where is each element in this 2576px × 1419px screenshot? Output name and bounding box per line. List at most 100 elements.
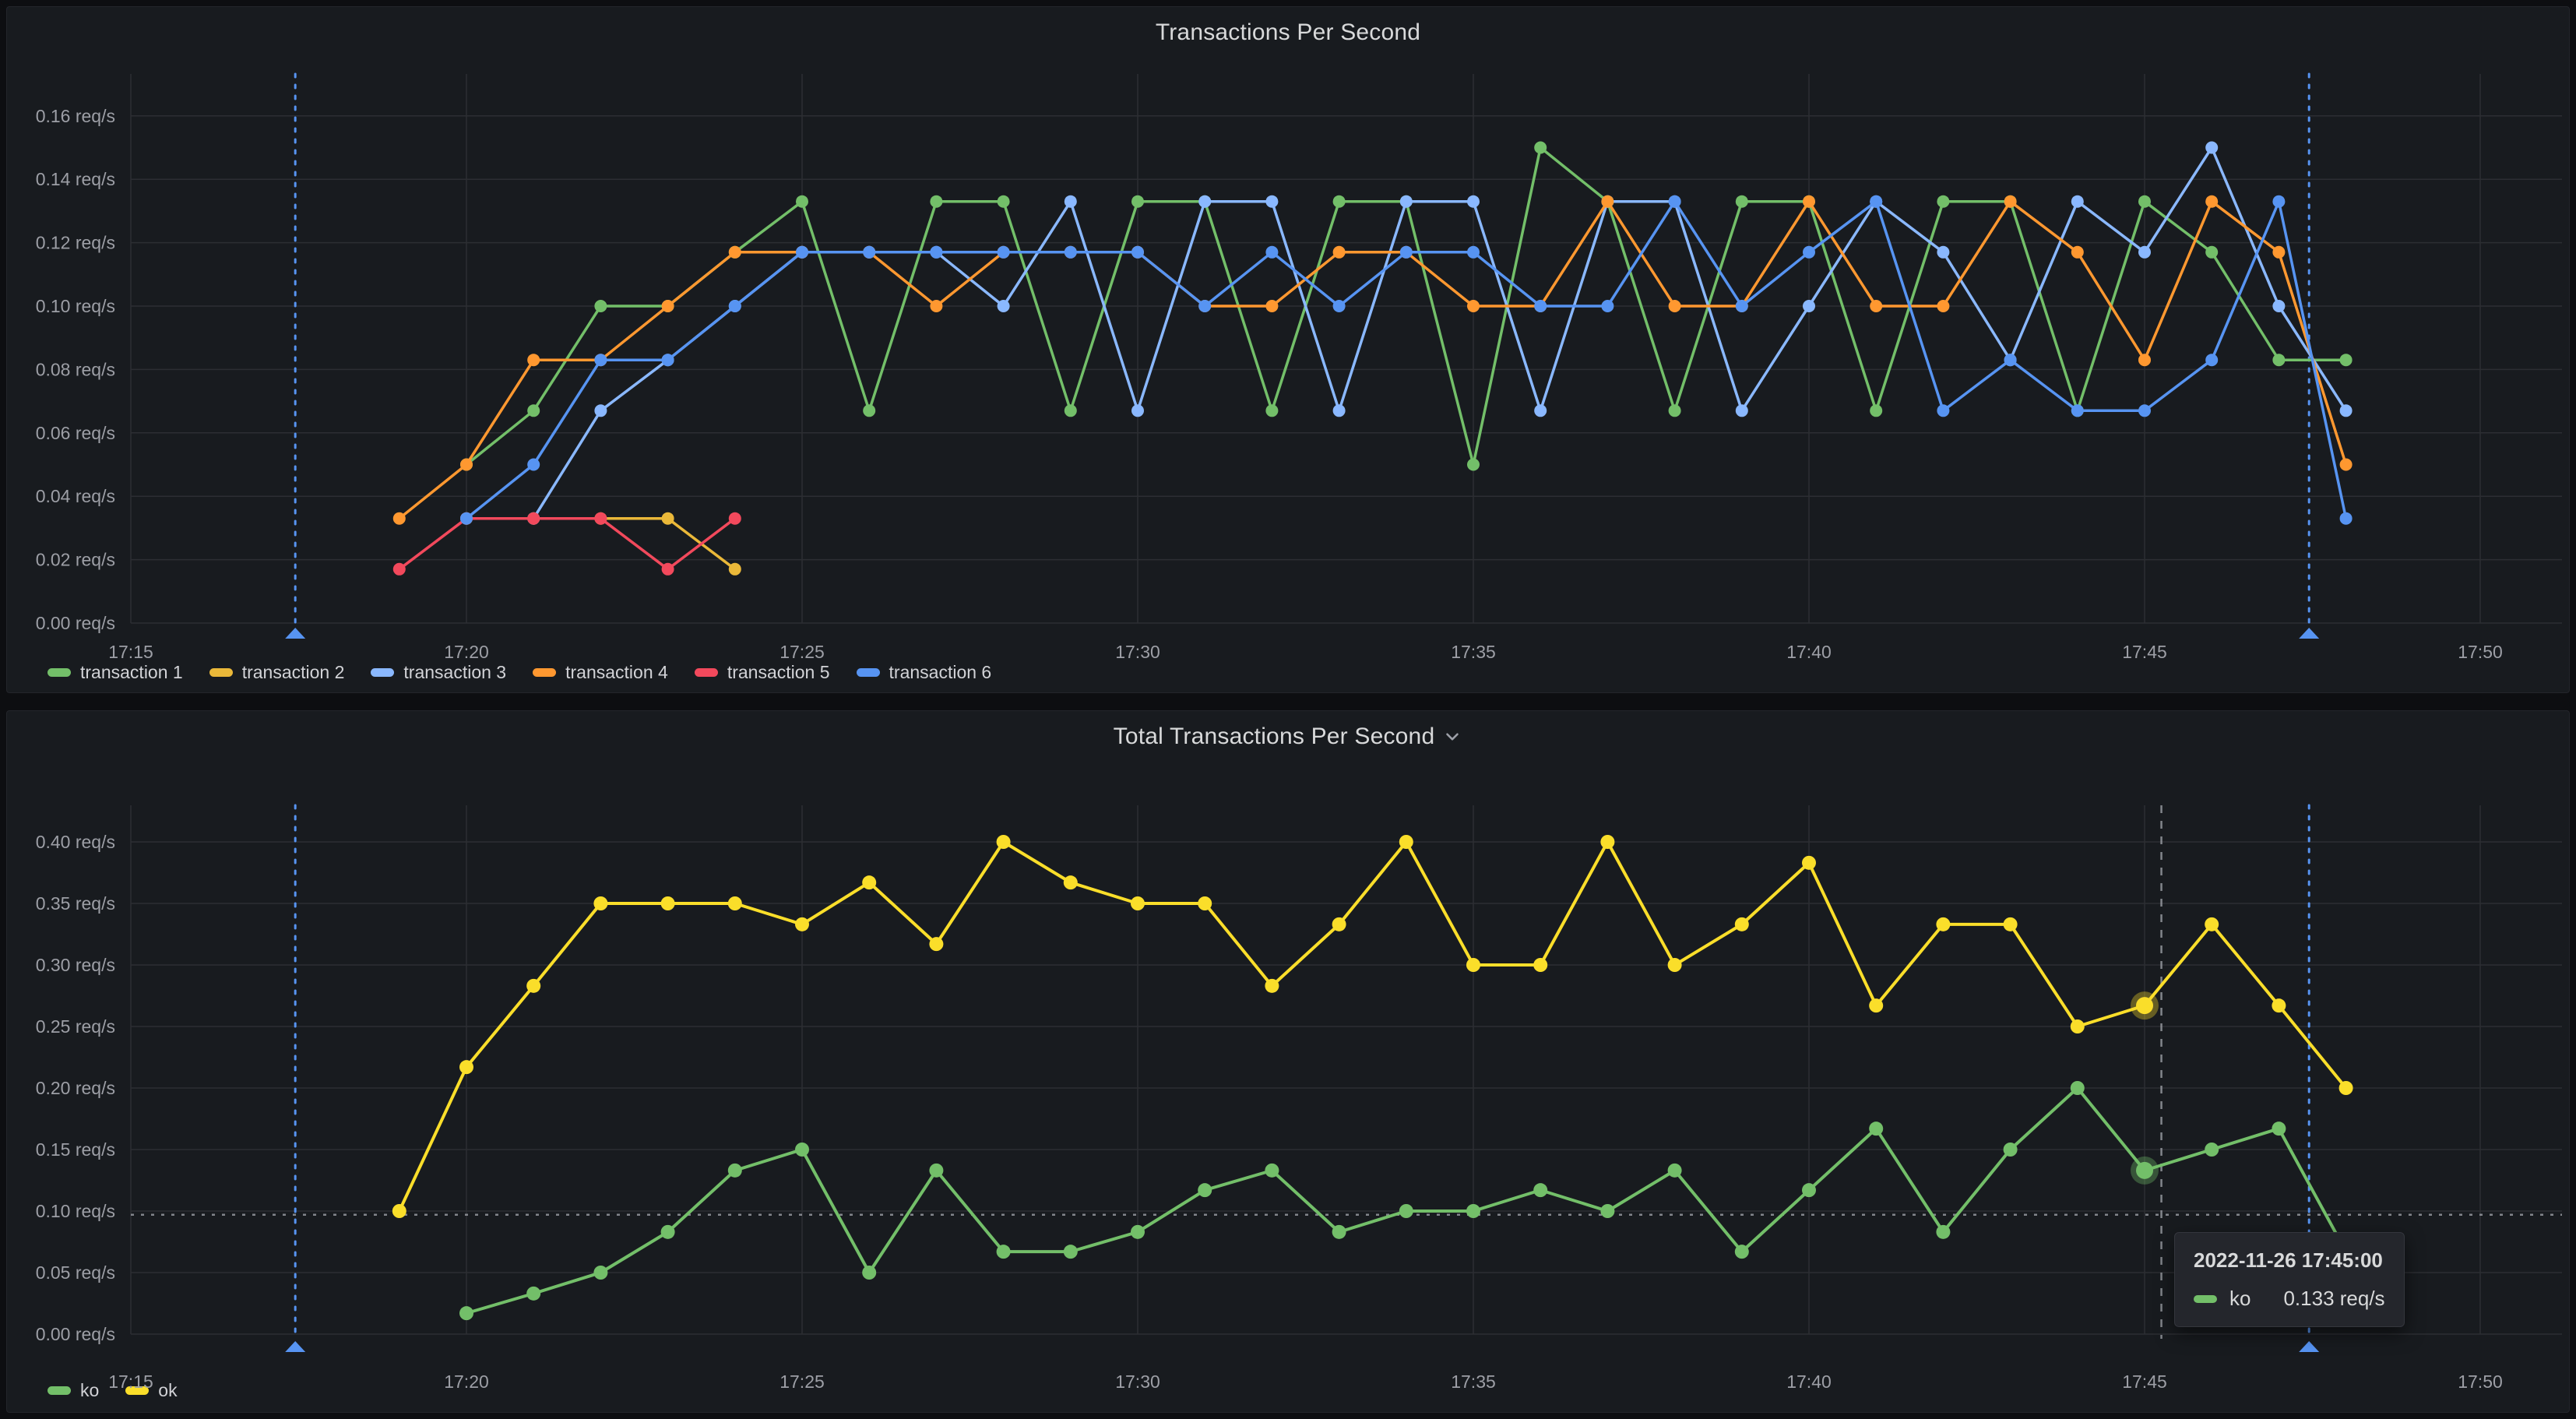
legend-item-transaction-1[interactable]: transaction 1 [48,662,183,683]
chart-plot-area-1[interactable] [131,74,2562,623]
series-point-transaction-6 [1803,245,1815,259]
annotation-marker-icon[interactable] [2299,628,2320,639]
x-axis-tick-label: 17:30 [1115,1371,1160,1392]
panel1-title[interactable]: Transactions Per Second [7,19,2569,46]
series-point-transaction-6 [1937,404,1950,417]
series-point-transaction-1 [1735,195,1748,208]
series-point-transaction-1 [2138,195,2151,208]
series-point-ok [1667,958,1682,972]
series-point-ok [1332,917,1346,931]
series-point-transaction-4 [460,458,473,471]
series-point-ko [2003,1143,2018,1157]
legend-item-ok[interactable]: ok [125,1380,178,1401]
series-point-transaction-1 [2205,245,2219,259]
legend-item-transaction-6[interactable]: transaction 6 [856,662,991,683]
series-point-ko [660,1224,675,1239]
series-point-transaction-6 [1332,300,1346,312]
panel-transactions-per-second: Transactions Per Second transaction 1 tra… [6,6,2570,693]
tooltip-series-value: 0.133 req/s [2283,1287,2385,1310]
series-point-transaction-3 [2205,141,2219,154]
series-line-ok [397,840,2348,1212]
series-point-transaction-4 [2339,458,2353,471]
legend-item-transaction-4[interactable]: transaction 4 [533,662,668,683]
panel2-legend: ko ok [48,1380,178,1401]
series-point-transaction-1 [1668,404,1681,417]
y-axis-tick-label: 0.16 req/s [36,106,115,126]
series-point-ok [1802,855,1816,870]
series-point-transaction-3 [2071,195,2084,208]
series-point-ok [660,896,675,910]
y-axis-tick-label: 0.15 req/s [36,1139,115,1160]
y-axis-tick-label: 0.06 req/s [36,423,115,443]
series-line-transaction-5 [398,516,736,571]
hover-point-ok [2136,997,2153,1015]
series-point-ok [1198,896,1212,910]
series-point-ko [2272,1121,2286,1136]
series-point-transaction-3 [1803,300,1815,312]
series-point-ko [593,1266,608,1280]
series-point-transaction-4 [2004,195,2017,208]
x-axis-tick-label: 17:15 [108,642,153,662]
y-axis-tick-label: 0.35 req/s [36,893,115,914]
tooltip-timestamp: 2022-11-26 17:45:00 [2194,1248,2383,1272]
series-point-ko [1063,1245,1078,1259]
series-point-transaction-6 [661,354,674,367]
chevron-down-icon[interactable] [1442,727,1462,747]
series-point-transaction-6 [1534,300,1547,312]
annotation-marker-icon[interactable] [285,628,306,639]
series-point-transaction-3 [997,300,1010,312]
series-point-ko [1667,1163,1682,1178]
series-point-ko [526,1286,541,1301]
y-axis-tick-label: 0.30 req/s [36,955,115,975]
series-point-transaction-6 [1064,245,1077,259]
series-point-transaction-6 [1265,245,1279,259]
series-point-transaction-3 [1332,404,1346,417]
series-point-ok [1936,917,1951,931]
series-point-transaction-2 [661,512,674,525]
series-point-transaction-6 [2004,354,2017,367]
series-point-transaction-6 [1735,300,1748,312]
series-point-transaction-6 [1601,300,1614,312]
series-point-transaction-3 [1064,195,1077,208]
legend-swatch-icon [371,668,395,677]
series-point-ok [2003,917,2018,931]
series-point-transaction-6 [2272,195,2286,208]
series-point-ok [1063,875,1078,890]
series-point-transaction-4 [1332,245,1346,259]
annotation-marker-icon[interactable] [285,1341,306,1352]
series-point-ko [1533,1183,1548,1198]
series-point-transaction-3 [1534,404,1547,417]
y-axis-tick-label: 0.10 req/s [36,1201,115,1221]
series-point-transaction-2 [728,562,741,576]
legend-label: transaction 2 [241,662,345,682]
legend-swatch-icon [125,1386,150,1395]
series-point-transaction-6 [1399,245,1413,259]
annotation-marker-icon[interactable] [2299,1341,2320,1352]
panel2-title[interactable]: Total Transactions Per Second [7,724,2569,750]
series-point-ko [2205,1143,2219,1157]
x-axis-tick-label: 17:35 [1451,1371,1496,1392]
series-point-transaction-6 [1668,195,1681,208]
x-axis-tick-label: 17:25 [779,1371,825,1392]
legend-label: transaction 1 [80,662,183,682]
hover-point-ko [2136,1161,2153,1179]
series-point-transaction-4 [930,300,943,312]
y-axis-tick-label: 0.02 req/s [36,550,115,570]
series-point-ko [1131,1224,1145,1239]
legend-item-transaction-2[interactable]: transaction 2 [209,662,345,683]
series-point-transaction-3 [2339,404,2353,417]
legend-swatch-icon [48,668,71,677]
legend-item-transaction-5[interactable]: transaction 5 [694,662,830,683]
series-point-ok [392,1204,406,1218]
hover-tooltip: 2022-11-26 17:45:00 ko 0.133 req/s [2174,1232,2405,1327]
series-point-transaction-1 [863,404,876,417]
panel2-title-text: Total Transactions Per Second [1113,724,1435,749]
legend-item-ko[interactable]: ko [48,1380,99,1401]
series-point-transaction-6 [594,354,607,367]
legend-item-transaction-3[interactable]: transaction 3 [371,662,506,683]
y-axis-tick-label: 0.05 req/s [36,1262,115,1283]
series-point-transaction-6 [2071,404,2084,417]
series-line-transaction-4 [398,199,2348,520]
series-point-transaction-3 [1735,404,1748,417]
